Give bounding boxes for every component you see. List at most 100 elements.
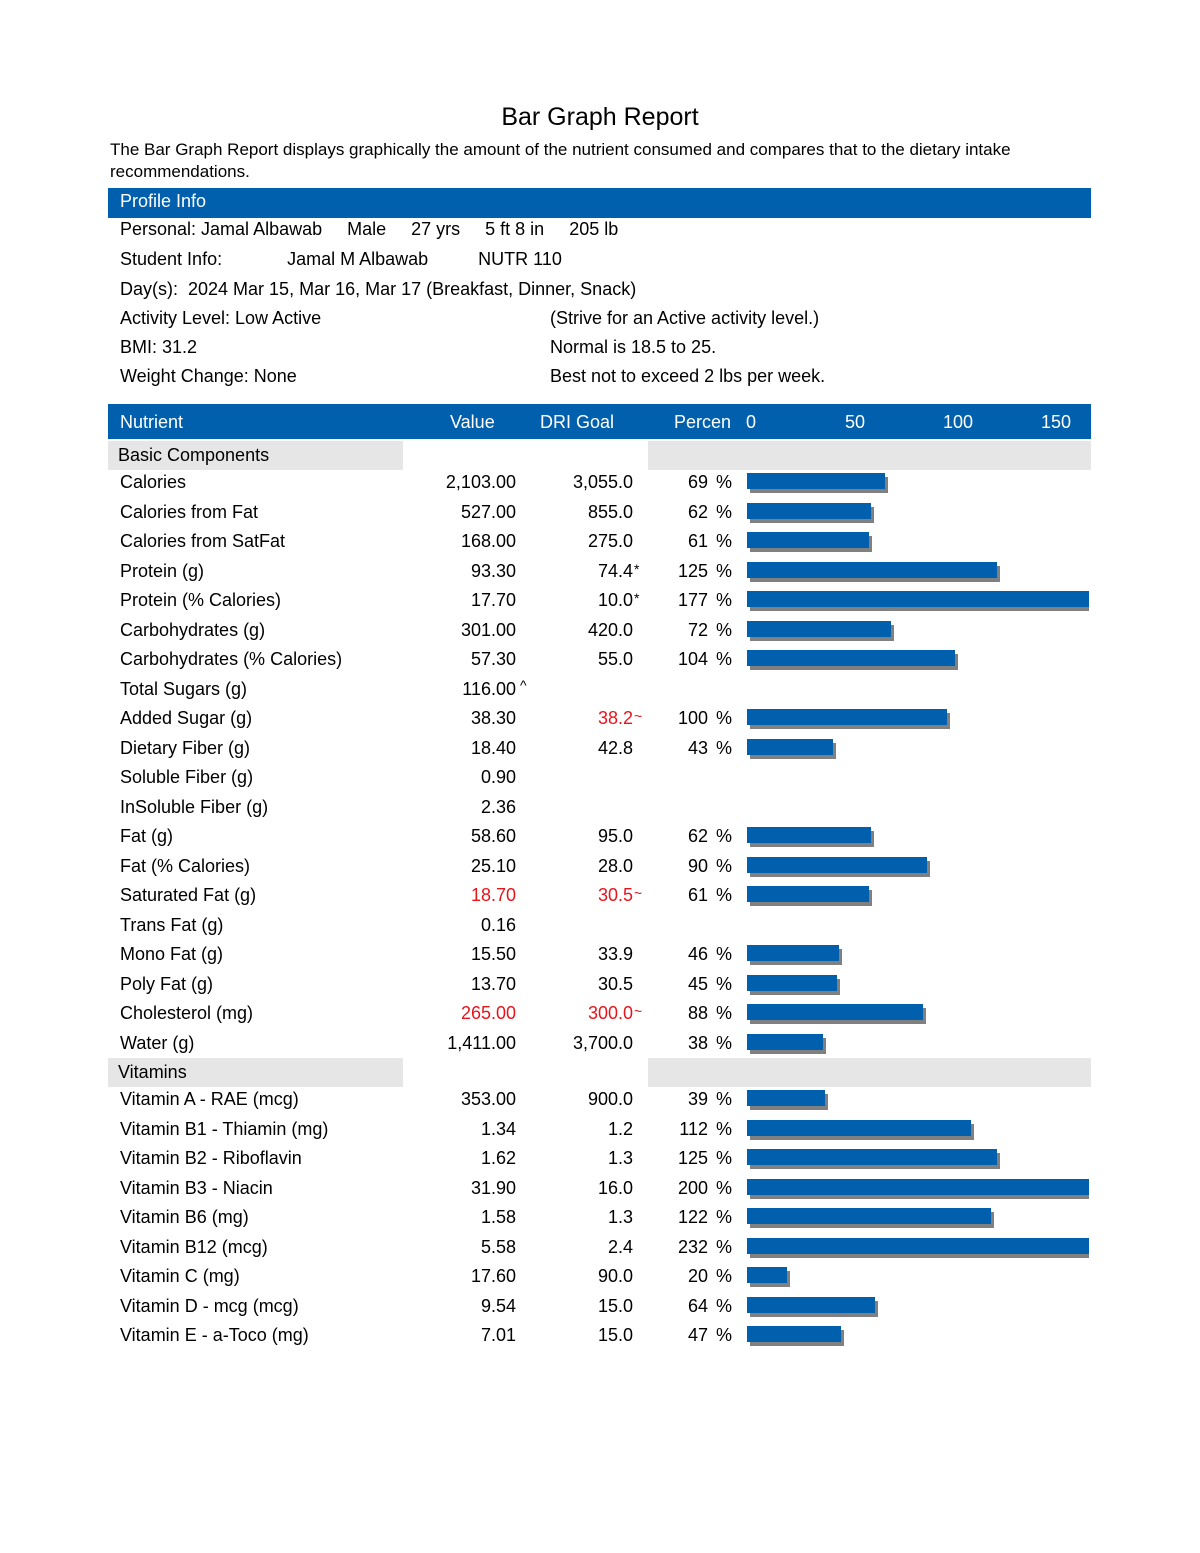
percent-bar bbox=[747, 1090, 825, 1106]
nutrient-value-text: 18.40 bbox=[470, 737, 516, 758]
dri-goal-text: 300.0 bbox=[587, 1003, 633, 1023]
table-row: Water (g) 1,411.00 3,700.0 38% bbox=[0, 1030, 1200, 1059]
nutrient-value-text: 9.54 bbox=[480, 1295, 516, 1316]
profile-weight-note: Best not to exceed 2 lbs per week. bbox=[550, 366, 826, 386]
table-row: Vitamin B3 - Niacin 31.90 16.0 200% bbox=[0, 1175, 1200, 1204]
nutrient-value-text: 18.70 bbox=[470, 885, 516, 905]
nutrient-name: InSoluble Fiber (g) bbox=[120, 796, 269, 817]
nutrient-value-text: 57.30 bbox=[470, 649, 516, 669]
percent-sign: % bbox=[716, 708, 733, 728]
dri-goal: 95.0 bbox=[520, 826, 633, 847]
percent-sign: % bbox=[716, 560, 733, 581]
profile-info-header: Profile Info bbox=[108, 188, 1091, 218]
goal-flag: * bbox=[634, 560, 640, 577]
percent-sign: % bbox=[716, 501, 733, 522]
dri-goal-text: 3,055.0 bbox=[572, 472, 633, 492]
nutrient-value: 1,411.00 bbox=[380, 1033, 516, 1054]
percent-value: 46 bbox=[687, 944, 708, 964]
percent-value: 61 bbox=[687, 531, 708, 551]
table-row: Fat (% Calories) 25.10 28.0 90% bbox=[0, 853, 1200, 882]
percent-bar bbox=[747, 945, 839, 961]
dri-goal-text: 74.4 bbox=[597, 560, 633, 581]
percent-sign: % bbox=[716, 737, 733, 758]
nutrient-value-text: 25.10 bbox=[470, 855, 516, 876]
table-row: Calories from SatFat 168.00 275.0 61% bbox=[0, 528, 1200, 557]
dri-goal-text: 3,700.0 bbox=[572, 1032, 633, 1053]
nutrient-name: Vitamin D - mcg (mcg) bbox=[120, 1295, 299, 1316]
dri-goal: 30.5 ~ bbox=[520, 885, 642, 906]
report-description: The Bar Graph Report displays graphicall… bbox=[110, 140, 1011, 181]
percent-bar bbox=[747, 502, 871, 519]
percent-value: 45 bbox=[687, 973, 708, 994]
dri-goal: 38.2 ~ bbox=[520, 708, 642, 729]
percent-bar bbox=[747, 1267, 787, 1283]
percent-bar bbox=[747, 1178, 1089, 1195]
percent-bar bbox=[747, 738, 833, 755]
profile-student: Student Info: Jamal M Albawab NUTR 110 bbox=[120, 249, 562, 269]
nutrient-name: Vitamin B3 - Niacin bbox=[120, 1177, 273, 1198]
group-header-gap bbox=[403, 441, 648, 470]
nutrient-value-text: 1.62 bbox=[480, 1148, 516, 1168]
nutrient-value-text: 301.00 bbox=[460, 619, 516, 640]
table-row: Added Sugar (g) 38.30 38.2 ~100% bbox=[0, 705, 1200, 734]
percent-sign: % bbox=[716, 531, 733, 551]
nutrient-name: Saturated Fat (g) bbox=[120, 885, 257, 905]
percent-sign: % bbox=[716, 1207, 733, 1227]
percent-value: 177 bbox=[677, 590, 708, 610]
nutrient-name: Protein (% Calories) bbox=[120, 590, 282, 610]
table-row: Total Sugars (g) 116.00 ^ bbox=[0, 676, 1200, 705]
dri-goal-text: 420.0 bbox=[587, 619, 633, 640]
nutrient-value-text: 0.16 bbox=[480, 914, 516, 935]
nutrient-name: Fat (g) bbox=[120, 826, 174, 846]
percent-sign: % bbox=[716, 826, 733, 846]
dri-goal-text: 275.0 bbox=[587, 531, 633, 551]
table-row: Vitamin B1 - Thiamin (mg) 1.34 1.2 112% bbox=[0, 1116, 1200, 1145]
nutrient-value: 301.00 bbox=[380, 620, 516, 641]
table-row: Vitamin B12 (mcg) 5.58 2.4 232% bbox=[0, 1234, 1200, 1263]
value-flag: ^ bbox=[520, 676, 527, 693]
dri-goal: 28.0 bbox=[520, 856, 633, 877]
table-row: Vitamin B2 - Riboflavin 1.62 1.3 125% bbox=[0, 1145, 1200, 1174]
percent-sign: % bbox=[716, 590, 733, 610]
nutrient-name: Calories bbox=[120, 472, 187, 492]
dri-goal-text: 900.0 bbox=[587, 1089, 633, 1109]
percent-sign: % bbox=[716, 973, 733, 994]
dri-goal: 2.4 bbox=[520, 1237, 633, 1258]
dri-goal-text: 42.8 bbox=[597, 737, 633, 758]
percent-value: 112 bbox=[679, 1118, 708, 1139]
nutrient-value: 353.00 bbox=[380, 1089, 516, 1110]
nutrient-value: 17.60 bbox=[380, 1266, 516, 1287]
percent-value: 39 bbox=[687, 1089, 708, 1109]
percent-sign: % bbox=[716, 1295, 733, 1316]
percent-sign: % bbox=[716, 619, 733, 640]
dri-goal: 900.0 bbox=[520, 1089, 633, 1110]
dri-goal-text: 10.0 bbox=[597, 590, 633, 610]
nutrient-value-text: 2,103.00 bbox=[445, 472, 516, 492]
nutrient-value: 93.30 bbox=[380, 561, 516, 582]
percent-bar bbox=[747, 827, 871, 843]
percent-bar bbox=[747, 620, 891, 637]
table-row: Dietary Fiber (g) 18.40 42.8 43% bbox=[0, 735, 1200, 764]
dri-goal-text: 38.2 bbox=[597, 708, 633, 728]
nutrient-value-text: 1.58 bbox=[480, 1207, 516, 1227]
table-row: Soluble Fiber (g) 0.90 bbox=[0, 764, 1200, 793]
percent-bar bbox=[747, 1149, 997, 1165]
dri-goal: 33.9 bbox=[520, 944, 633, 965]
nutrient-value-text: 17.60 bbox=[470, 1266, 516, 1286]
nutrient-value: 265.00 bbox=[380, 1003, 516, 1024]
percent-value: 125 bbox=[677, 1148, 708, 1168]
percent-bar bbox=[747, 473, 885, 489]
nutrient-name: Mono Fat (g) bbox=[120, 944, 224, 964]
percent-value: 88 bbox=[687, 1003, 708, 1023]
table-row: Saturated Fat (g) 18.70 30.5 ~61% bbox=[0, 882, 1200, 911]
nutrient-value: 57.30 bbox=[380, 649, 516, 670]
dri-goal: 15.0 bbox=[520, 1296, 633, 1317]
table-row: Calories from Fat 527.00 855.0 62% bbox=[0, 499, 1200, 528]
table-row: InSoluble Fiber (g) 2.36 bbox=[0, 794, 1200, 823]
nutrient-value: 5.58 bbox=[380, 1237, 516, 1258]
table-row: Carbohydrates (% Calories) 57.30 55.0 104% bbox=[0, 646, 1200, 675]
percent-bar bbox=[747, 709, 947, 725]
dri-goal-text: 855.0 bbox=[587, 501, 633, 522]
axis-tick-label: 150 bbox=[1041, 412, 1072, 432]
nutrient-name: Vitamin C (mg) bbox=[120, 1266, 240, 1286]
